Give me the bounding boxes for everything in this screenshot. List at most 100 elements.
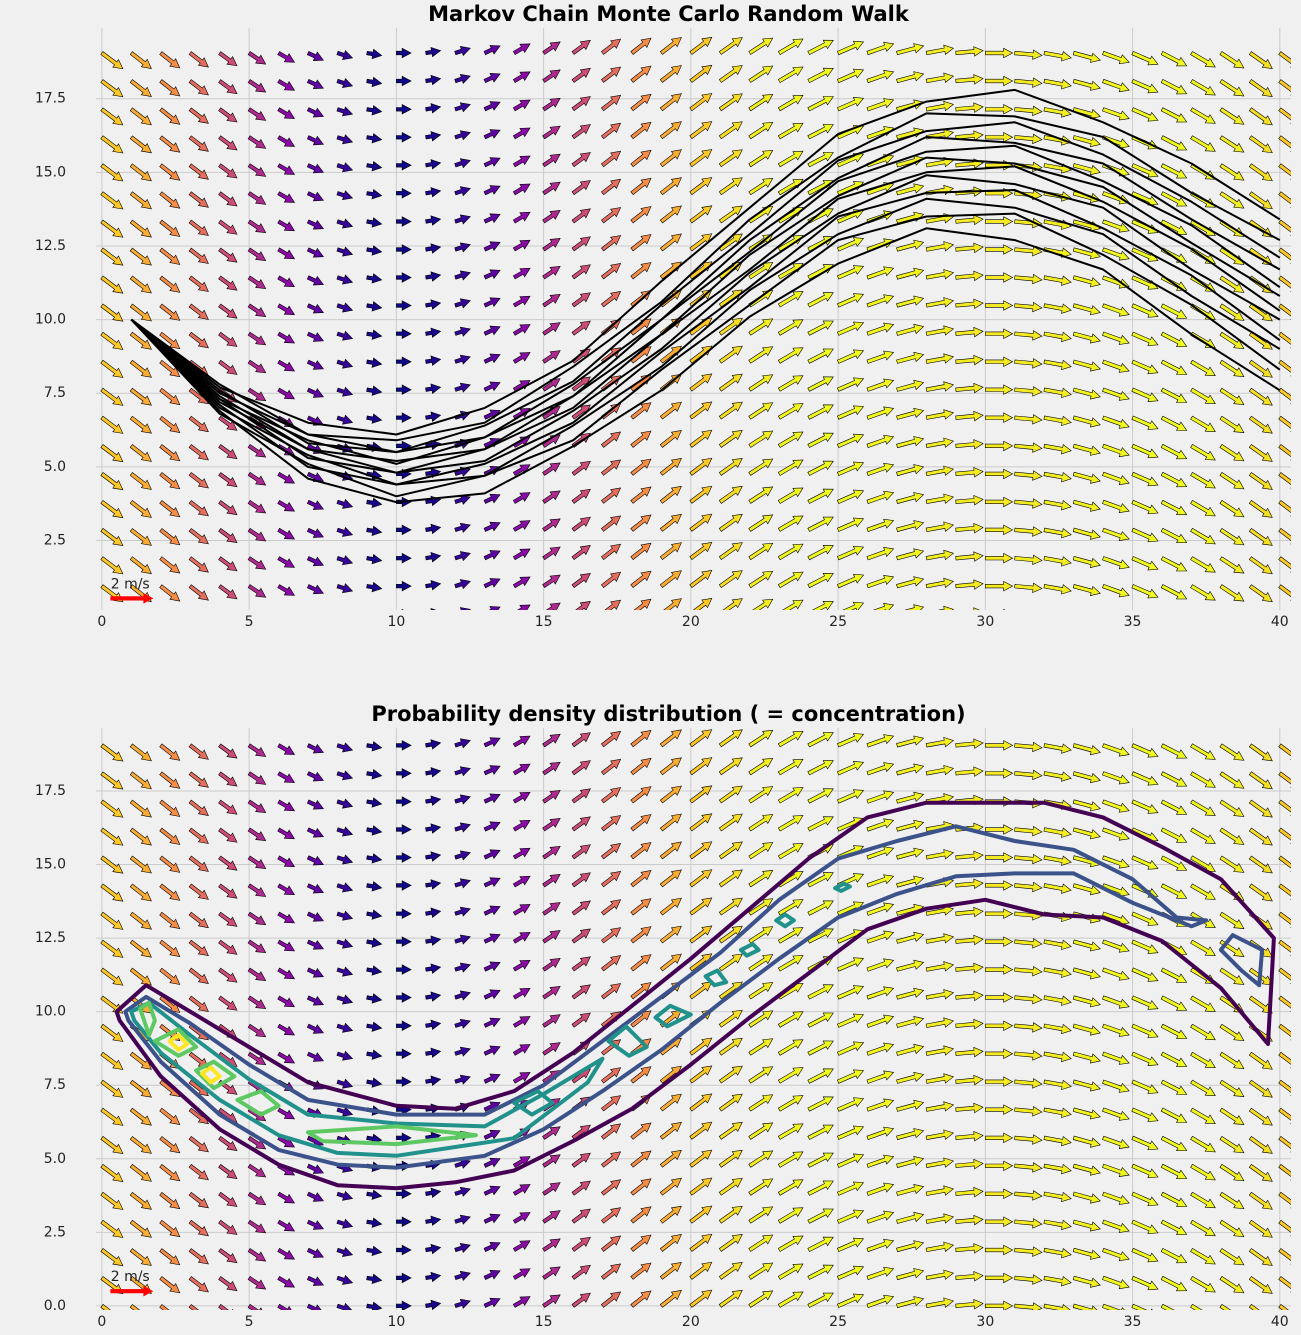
quiver-arrow (100, 500, 124, 519)
quiver-arrow (306, 799, 324, 810)
quiver-arrow (218, 743, 238, 759)
quiver-arrow (129, 275, 152, 294)
quiver-arrow (1014, 1246, 1043, 1257)
quiver-arrow (807, 516, 834, 532)
quiver-arrow (454, 822, 471, 833)
quiver-arrow (807, 788, 834, 804)
quiver-arrow (247, 219, 267, 233)
quiver-arrow (718, 205, 743, 224)
quiver-arrow (748, 430, 774, 448)
quiver-arrow (396, 412, 412, 423)
quiver-arrow (1278, 51, 1291, 68)
quiver-arrow (1102, 1247, 1130, 1262)
quiver-arrow (1160, 827, 1188, 843)
quiver-arrow (454, 990, 471, 1001)
quiver-arrow (984, 524, 1014, 536)
quiver-arrow (512, 267, 531, 280)
quiver-arrow (188, 444, 209, 461)
quiver-arrow (837, 377, 865, 392)
quiver-arrow (600, 207, 622, 224)
quiver-arrow (896, 576, 925, 589)
quiver-arrow (866, 69, 895, 84)
quiver-arrow (630, 486, 652, 504)
quiver-arrow (218, 331, 238, 347)
quiver-arrow (188, 275, 209, 292)
quiver-arrow (247, 1191, 267, 1206)
y-tick-label: 5.0 (44, 1151, 66, 1167)
random-walk (130, 121, 1281, 454)
quiver-arrow (837, 265, 865, 280)
quiver-arrow (837, 68, 865, 84)
quiver-arrow (306, 499, 324, 510)
quiver-arrow (1072, 499, 1101, 512)
quiver-arrow (984, 936, 1014, 947)
quiver-arrow (748, 1234, 774, 1252)
quiver-arrow (277, 527, 296, 540)
quiver-arrow (1278, 275, 1291, 292)
quiver-arrow (218, 1135, 238, 1151)
quiver-arrow (247, 995, 267, 1010)
quiver-arrow (1102, 275, 1130, 289)
quiver-arrow (1102, 1079, 1130, 1093)
quiver-arrow (689, 869, 713, 888)
quiver-arrow (129, 1219, 152, 1238)
quiver-arrow (984, 880, 1014, 891)
y-tick-label: 15.0 (35, 164, 66, 180)
quiver-arrow (188, 1191, 209, 1209)
quiver-arrow (425, 523, 442, 535)
quiver-arrow (984, 552, 1014, 564)
quiver-arrow (542, 902, 561, 916)
quiver-arrow (277, 1107, 296, 1120)
quiver-arrow (1160, 1107, 1188, 1123)
quiver-arrow (984, 1020, 1014, 1031)
quiver-arrow (306, 855, 324, 866)
quiver-arrow (542, 490, 561, 504)
quiver-arrow (159, 556, 181, 574)
quiver-arrow (984, 768, 1014, 779)
quiver-arrow (955, 1243, 984, 1254)
quiver-arrow (837, 1097, 865, 1112)
quiver-arrow (1278, 163, 1291, 180)
quiver-arrow (425, 159, 442, 170)
quiver-arrow (925, 1157, 955, 1168)
quiver-arrow (512, 324, 531, 336)
quiver-arrow (159, 247, 181, 265)
quiver-arrow (512, 1212, 531, 1224)
quiver-arrow (483, 157, 501, 168)
quiver-arrow (1131, 1051, 1159, 1066)
quiver-arrow (1219, 79, 1245, 97)
quiver-arrow (1248, 79, 1273, 97)
quiver-arrow (777, 843, 804, 860)
quiver-arrow (1219, 1248, 1245, 1266)
quiver-arrow (1072, 443, 1101, 456)
quiver-arrow (1043, 584, 1072, 595)
quiver-arrow (512, 987, 531, 1000)
quiver-arrow (925, 269, 955, 280)
quiver-arrow (1014, 1134, 1043, 1145)
quiver-arrow (925, 1017, 955, 1028)
quiver-arrow (1190, 743, 1216, 760)
quiver-arrow (630, 402, 652, 420)
quiver-arrow (718, 93, 743, 112)
quiver-arrow (1219, 415, 1245, 433)
quiver-arrow (955, 1018, 984, 1030)
quiver-arrow (247, 359, 267, 374)
quiver-arrow (659, 1149, 682, 1168)
quiver-arrow (777, 927, 804, 944)
quiver-arrow (955, 523, 984, 534)
quiver-arrow (896, 847, 925, 860)
quiver-arrow (1043, 471, 1072, 483)
quiver-arrow (512, 352, 531, 364)
quiver-arrow (454, 1270, 471, 1281)
quiver-arrow (159, 827, 181, 845)
quiver-arrow (483, 1157, 501, 1168)
quiver-arrow (1248, 163, 1273, 182)
quiver-arrow (430, 608, 437, 610)
quiver-arrow (188, 911, 209, 929)
x-tick-label: 35 (1124, 1314, 1142, 1330)
quiver-arrow (483, 1017, 501, 1028)
quiver-arrow (689, 64, 713, 83)
quiver-arrow (1102, 135, 1130, 149)
quiver-arrow (659, 925, 682, 944)
